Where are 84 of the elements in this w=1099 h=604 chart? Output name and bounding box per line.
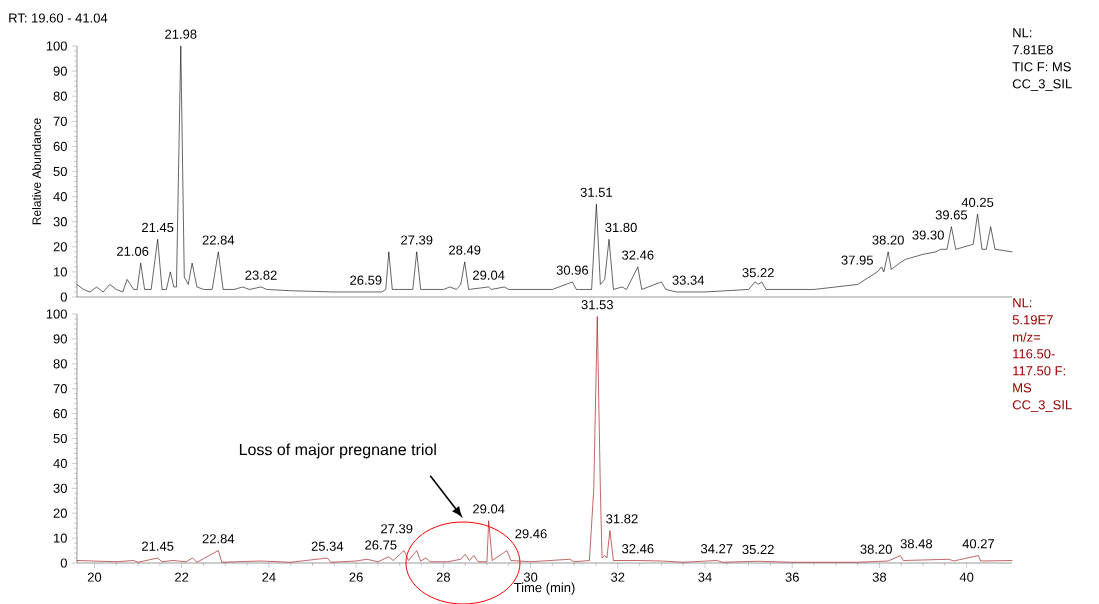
text: 117.50 F: <box>1013 365 1065 376</box>
y-tick-label: 0 <box>60 292 67 302</box>
y-tick-label: 40 <box>53 458 67 468</box>
x-tick-label: 20 <box>87 572 102 582</box>
y-tick-label: 80 <box>53 91 67 101</box>
annotation: 29.04 <box>473 504 505 514</box>
annotation: 37.95 <box>841 255 873 265</box>
y-tick-label: 60 <box>53 408 67 418</box>
y-tick-label: 30 <box>53 483 67 493</box>
annotation: 31.53 <box>581 299 613 310</box>
annotation: 21.98 <box>165 29 197 39</box>
annotation: 27.39 <box>381 523 413 534</box>
text: CC_3_SIL <box>1012 399 1072 412</box>
annotation: 21.45 <box>142 541 174 551</box>
annotation: Loss of major pregnane triol <box>239 443 436 459</box>
text: CC_3_SIL <box>1012 78 1072 91</box>
y-tick-label: 100 <box>46 309 67 319</box>
annotation: 40.27 <box>962 538 995 549</box>
annotation: 22.84 <box>202 235 235 245</box>
annotation: 33.34 <box>672 275 705 285</box>
text: RT: 19.60 - 41.04 <box>9 13 108 23</box>
annotation: 29.46 <box>515 528 547 539</box>
x-tick-label: 30 <box>523 572 538 582</box>
x-tick-label: 38 <box>872 572 887 582</box>
annotation: 38.20 <box>860 544 892 554</box>
annotation: 40.25 <box>961 197 994 207</box>
annotation: 31.82 <box>606 513 638 524</box>
x-tick-label: 26 <box>349 572 363 582</box>
x-tick-label: 24 <box>262 572 276 582</box>
annotation: 32.46 <box>622 250 654 260</box>
annotation: 21.06 <box>117 246 149 256</box>
text: 5.19E7 <box>1012 314 1053 325</box>
annotation: 26.59 <box>350 275 382 285</box>
y-tick-label: 50 <box>53 433 67 443</box>
x-tick-label: 28 <box>436 572 450 582</box>
x-tick-label: 34 <box>698 572 712 582</box>
y-tick-label: 100 <box>46 41 67 51</box>
x-tick-label: 40 <box>959 572 974 582</box>
annotation: 32.46 <box>622 543 654 554</box>
y-tick-label: 40 <box>53 191 67 201</box>
annotation: 25.34 <box>311 541 344 551</box>
x-tick-label: 32 <box>611 572 625 582</box>
annotation: 23.82 <box>245 270 277 280</box>
text: TIC F: MS <box>1012 61 1071 72</box>
annotation: 39.30 <box>912 230 944 240</box>
y-tick-label: 70 <box>53 383 67 394</box>
y-tick-label: 90 <box>53 66 67 76</box>
line-series <box>76 315 1013 563</box>
x-tick-label: 22 <box>175 572 189 582</box>
annotation: 38.48 <box>900 538 933 549</box>
y-axis-title: Relative Abundance <box>32 118 41 224</box>
y-tick-label: 20 <box>53 241 67 252</box>
text: MS <box>1013 382 1032 393</box>
text: NL: <box>1013 297 1032 307</box>
annotation: 34.27 <box>701 543 733 554</box>
x-axis-title: Time (min) <box>513 582 575 595</box>
y-tick-label: 80 <box>53 358 67 369</box>
annotation: 21.45 <box>142 222 174 232</box>
annotation: 22.84 <box>202 533 235 544</box>
annotation: 39.65 <box>935 210 968 220</box>
annotation: 29.04 <box>473 270 505 280</box>
y-tick-label: 20 <box>53 508 67 518</box>
annotation: 27.39 <box>401 235 433 245</box>
annotation: 26.75 <box>365 540 397 550</box>
y-tick-label: 50 <box>53 166 67 176</box>
y-tick-label: 90 <box>53 334 67 344</box>
annotation: 31.51 <box>580 187 613 197</box>
y-tick-label: 70 <box>53 116 67 126</box>
x-tick-label: 36 <box>785 572 799 582</box>
y-tick-label: 0 <box>60 558 67 568</box>
text: 116.50- <box>1013 348 1055 359</box>
y-tick-label: 10 <box>53 267 67 277</box>
annotation: 30.96 <box>556 265 589 275</box>
annotation: 31.80 <box>605 222 637 232</box>
text: m/z= <box>1013 331 1041 342</box>
y-tick-label: 10 <box>53 533 67 543</box>
annotation: 28.49 <box>449 245 481 255</box>
y-tick-label: 30 <box>53 216 67 227</box>
annotation: 35.22 <box>742 267 774 277</box>
y-tick-label: 60 <box>53 141 67 151</box>
text: NL: <box>1013 27 1032 37</box>
annotation: 35.22 <box>742 544 774 554</box>
annotation: 38.20 <box>872 235 904 245</box>
text: 7.81E8 <box>1012 44 1053 55</box>
